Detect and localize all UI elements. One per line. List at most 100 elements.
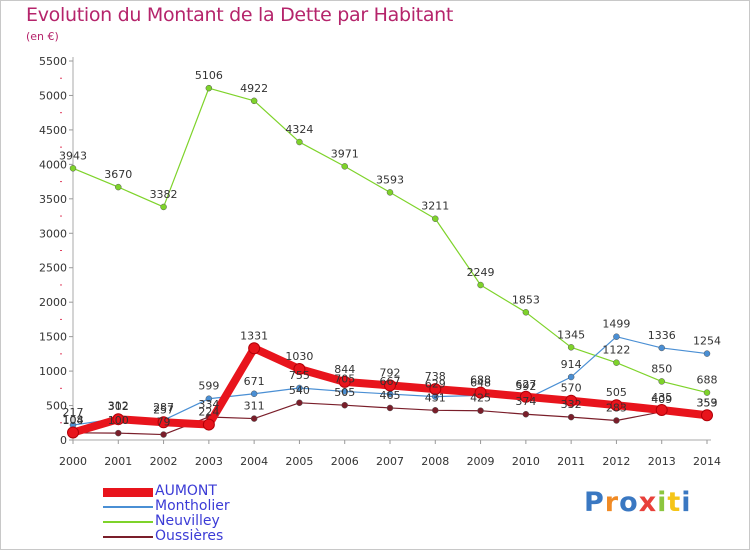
data-point — [613, 359, 620, 366]
data-label: 1336 — [648, 329, 676, 342]
legend-swatch — [103, 488, 153, 497]
x-tick-label: 2005 — [285, 455, 313, 468]
legend-label: Montholier — [155, 498, 230, 514]
data-point — [477, 281, 484, 289]
legend-label: AUMONT — [155, 483, 217, 499]
legend-swatch — [103, 536, 153, 538]
data-point — [338, 375, 351, 388]
legend-swatch — [103, 506, 153, 508]
data-label: 79 — [157, 416, 171, 429]
data-point — [703, 350, 711, 357]
logo-letter: P — [584, 487, 605, 518]
data-point — [477, 407, 484, 414]
legend-label: Oussières — [155, 528, 224, 544]
data-label: 570 — [561, 382, 582, 395]
data-point — [115, 429, 122, 437]
x-tick-label: 2009 — [467, 455, 495, 468]
proxiti-logo: Proxiti — [584, 487, 692, 518]
data-label: 688 — [470, 374, 491, 387]
x-tick-label: 2003 — [195, 455, 223, 468]
data-label: 312 — [108, 400, 129, 413]
data-label: 3670 — [104, 168, 132, 181]
data-label: 629 — [425, 378, 446, 391]
y-tick-label: 4500 — [39, 124, 67, 137]
data-label: 465 — [380, 389, 401, 402]
data-point — [658, 378, 665, 385]
data-label: 592 — [515, 380, 536, 393]
data-point — [115, 183, 122, 191]
data-label: 5106 — [195, 69, 223, 82]
data-label: 688 — [697, 374, 718, 387]
data-label: 738 — [425, 370, 446, 383]
data-label: 1345 — [557, 328, 585, 341]
data-label: 505 — [334, 386, 355, 399]
x-tick-label: 2012 — [602, 455, 630, 468]
data-label: 705 — [334, 372, 355, 385]
data-point — [341, 401, 348, 409]
data-label: 755 — [289, 369, 310, 382]
data-label: 3593 — [376, 173, 404, 186]
data-label: 648 — [470, 376, 491, 389]
data-point — [432, 407, 439, 414]
data-label: 302 — [108, 400, 129, 413]
data-point — [567, 373, 575, 381]
data-label: 435 — [651, 391, 672, 404]
y-tick-label: 2500 — [39, 262, 67, 275]
y-tick-label: 4000 — [39, 158, 67, 171]
data-point — [160, 203, 167, 211]
data-point — [613, 417, 620, 424]
data-label: 850 — [651, 362, 672, 375]
data-label: 224 — [198, 406, 219, 419]
data-label: 353 — [697, 397, 718, 410]
data-point — [610, 399, 623, 412]
y-tick-label: 3000 — [39, 227, 67, 240]
data-label: 667 — [380, 375, 401, 388]
data-point — [519, 390, 532, 403]
data-point — [522, 410, 530, 418]
data-point — [157, 416, 170, 429]
data-label: 792 — [380, 366, 401, 379]
x-tick-label: 2000 — [59, 455, 87, 468]
data-point — [701, 409, 713, 422]
data-point — [386, 404, 394, 412]
logo-letter: o — [619, 487, 639, 518]
data-label: 257 — [153, 403, 174, 416]
data-label: 4324 — [285, 123, 313, 136]
logo-letter: i — [657, 487, 668, 518]
data-point — [296, 399, 303, 407]
x-tick-label: 2004 — [240, 455, 268, 468]
data-point — [160, 431, 167, 438]
y-tick-label: 1000 — [39, 365, 67, 378]
data-label: 914 — [561, 358, 582, 371]
logo-letter: x — [638, 487, 658, 518]
data-label: 1122 — [602, 344, 630, 357]
data-label: 431 — [425, 391, 446, 404]
data-label: 505 — [606, 386, 627, 399]
data-point — [341, 163, 348, 170]
data-label: 409 — [651, 393, 672, 406]
data-point — [202, 418, 215, 431]
x-tick-label: 2006 — [331, 455, 359, 468]
x-tick-label: 2008 — [421, 455, 449, 468]
data-point — [386, 189, 394, 196]
legend-label: Neuvilley — [155, 513, 220, 529]
x-tick-label: 2011 — [557, 455, 585, 468]
data-point — [112, 413, 125, 426]
data-point — [69, 165, 77, 172]
data-label: 374 — [515, 395, 536, 408]
data-label: 3382 — [150, 188, 178, 201]
data-label: 4922 — [240, 82, 268, 95]
data-label: 1254 — [693, 335, 721, 348]
data-label: 287 — [153, 401, 174, 414]
logo-letter: i — [681, 487, 692, 518]
data-point — [250, 97, 258, 105]
data-point — [248, 342, 261, 355]
data-label: 2249 — [467, 266, 495, 279]
y-tick-label: 2000 — [39, 296, 67, 309]
data-point — [474, 386, 487, 399]
y-tick-label: 1500 — [39, 331, 67, 344]
x-tick-label: 2014 — [693, 455, 721, 468]
data-label: 1331 — [240, 329, 268, 342]
data-label: 627 — [515, 378, 536, 391]
